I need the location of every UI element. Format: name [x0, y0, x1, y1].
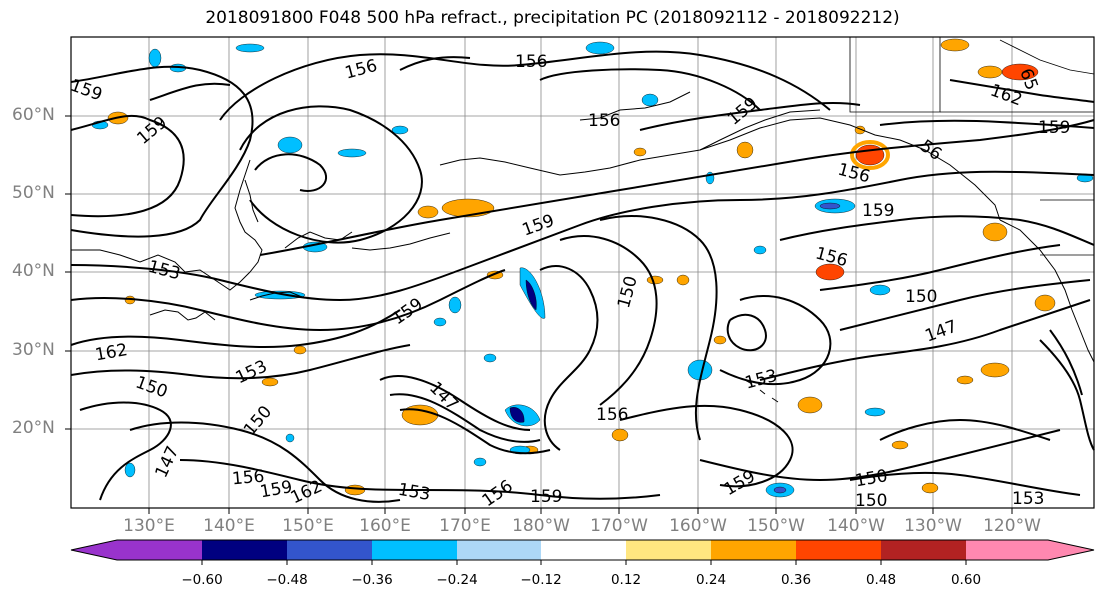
lat-label-60N: 60°N [12, 105, 55, 125]
colorbar-tick-label: 0.36 [780, 572, 812, 588]
colorbar [70, 539, 1095, 565]
colorbar-segment [796, 540, 881, 560]
colorbar-tick-label: 0.12 [610, 572, 642, 588]
lat-label-50N: 50°N [12, 183, 55, 203]
colorbar-tick-label: −0.60 [181, 572, 223, 588]
contour-label: 156 [515, 52, 547, 72]
precip-positive-shading [107, 38, 1056, 496]
lon-label: 160°E [359, 516, 411, 536]
contour-label: 150 [905, 287, 937, 307]
height-contours [70, 50, 1095, 503]
lon-label: 150°W [747, 516, 805, 536]
colorbar-segment [71, 540, 202, 560]
colorbar-segment [626, 540, 711, 560]
colorbar-segment [202, 540, 287, 560]
colorbar-segment [287, 540, 372, 560]
lon-label: 180°W [512, 516, 570, 536]
lat-label-20N: 20°N [12, 418, 55, 438]
lon-label: 140°E [203, 516, 255, 536]
lon-label: 170°E [439, 516, 491, 536]
colorbar-segment [881, 540, 966, 560]
contour-label: 156 [596, 405, 628, 425]
colorbar-segment [711, 540, 796, 560]
lon-label: 170°W [590, 516, 648, 536]
contour-label: 156 [231, 467, 265, 490]
colorbar-tick-label: 0.60 [950, 572, 982, 588]
precip-negative-shading [91, 41, 1094, 498]
colorbar-segment [966, 540, 1094, 560]
colorbar-segment [541, 540, 626, 560]
colorbar-tick-label: −0.12 [520, 572, 562, 588]
contour-label: 153 [1012, 489, 1044, 509]
contour-label: 150 [855, 491, 887, 511]
colorbar-tick-label: −0.48 [266, 572, 308, 588]
lon-label: 130°E [123, 516, 175, 536]
lon-label: 130°W [904, 516, 962, 536]
contour-label: 159 [862, 201, 894, 221]
figure-title: 2018091800 F048 500 hPa refract., precip… [205, 8, 900, 28]
contour-label: 159 [530, 487, 562, 507]
contour-label: 156 [588, 111, 620, 131]
lat-label-40N: 40°N [12, 261, 55, 281]
colorbar-tick-label: 0.48 [865, 572, 897, 588]
colorbar-segment [372, 540, 457, 560]
lon-label: 160°W [669, 516, 727, 536]
lon-label: 140°W [827, 516, 885, 536]
colorbar-segment [457, 540, 541, 560]
lon-label: 120°W [983, 516, 1041, 536]
lat-label-30N: 30°N [12, 340, 55, 360]
contour-label: 159 [1038, 118, 1070, 138]
colorbar-tick-label: −0.36 [351, 572, 393, 588]
lon-label: 150°E [282, 516, 334, 536]
colorbar-tick-label: −0.24 [436, 572, 478, 588]
colorbar-tick-label: 0.24 [695, 572, 727, 588]
